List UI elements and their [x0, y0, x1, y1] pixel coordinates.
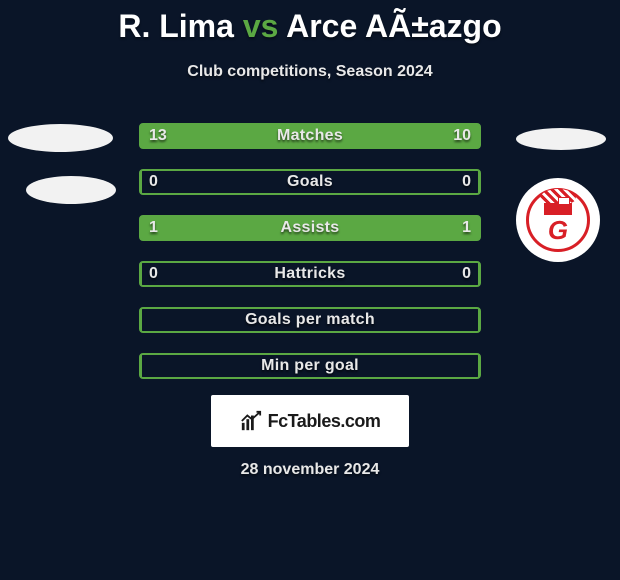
vs-label: vs [243, 8, 279, 44]
stat-row: 0 0 Goals [139, 169, 481, 195]
team-crest-icon: G [526, 188, 590, 252]
stat-fill-right [478, 263, 479, 285]
stat-value-right: 1 [462, 219, 471, 237]
stat-row: 1 1 Assists [139, 215, 481, 241]
left-team-shape-2 [26, 176, 116, 204]
date-label: 28 november 2024 [0, 461, 620, 479]
subtitle: Club competitions, Season 2024 [0, 63, 620, 81]
stat-row: Min per goal [139, 353, 481, 379]
stat-value-left: 1 [149, 219, 158, 237]
player2-name: Arce AÃ±azgo [286, 8, 502, 44]
stat-row: Goals per match [139, 307, 481, 333]
right-team-badge: G [516, 178, 600, 262]
stat-fill-left [141, 355, 142, 377]
stat-value-left: 13 [149, 127, 167, 145]
right-team-shape-1 [516, 128, 606, 150]
stat-value-left: 0 [149, 265, 158, 283]
stat-fill-left [141, 263, 142, 285]
stat-label: Goals [287, 173, 333, 191]
brand-box: FcTables.com [211, 395, 409, 447]
stat-row: 0 0 Hattricks [139, 261, 481, 287]
left-team-shape-1 [8, 124, 113, 152]
stat-label: Goals per match [245, 311, 375, 329]
stat-label: Min per goal [261, 357, 359, 375]
stat-fill-left [141, 309, 142, 331]
stat-fill-right [478, 309, 479, 331]
stat-value-right: 0 [462, 173, 471, 191]
stats-container: 13 10 Matches 0 0 Goals 1 1 Assists 0 0 Hattricks Go… [139, 123, 481, 379]
stat-label: Matches [277, 127, 343, 145]
brand-text: FcTables.com [268, 411, 381, 432]
stat-value-right: 10 [453, 127, 471, 145]
page-title: R. Lima vs Arce AÃ±azgo [0, 0, 620, 45]
stat-label: Assists [280, 219, 339, 237]
chart-icon [240, 410, 262, 432]
stat-value-left: 0 [149, 173, 158, 191]
stat-fill-right [478, 355, 479, 377]
stat-value-right: 0 [462, 265, 471, 283]
stat-fill-left [141, 171, 142, 193]
stat-label: Hattricks [274, 265, 345, 283]
stat-fill-right [478, 171, 479, 193]
player1-name: R. Lima [118, 8, 234, 44]
stat-row: 13 10 Matches [139, 123, 481, 149]
